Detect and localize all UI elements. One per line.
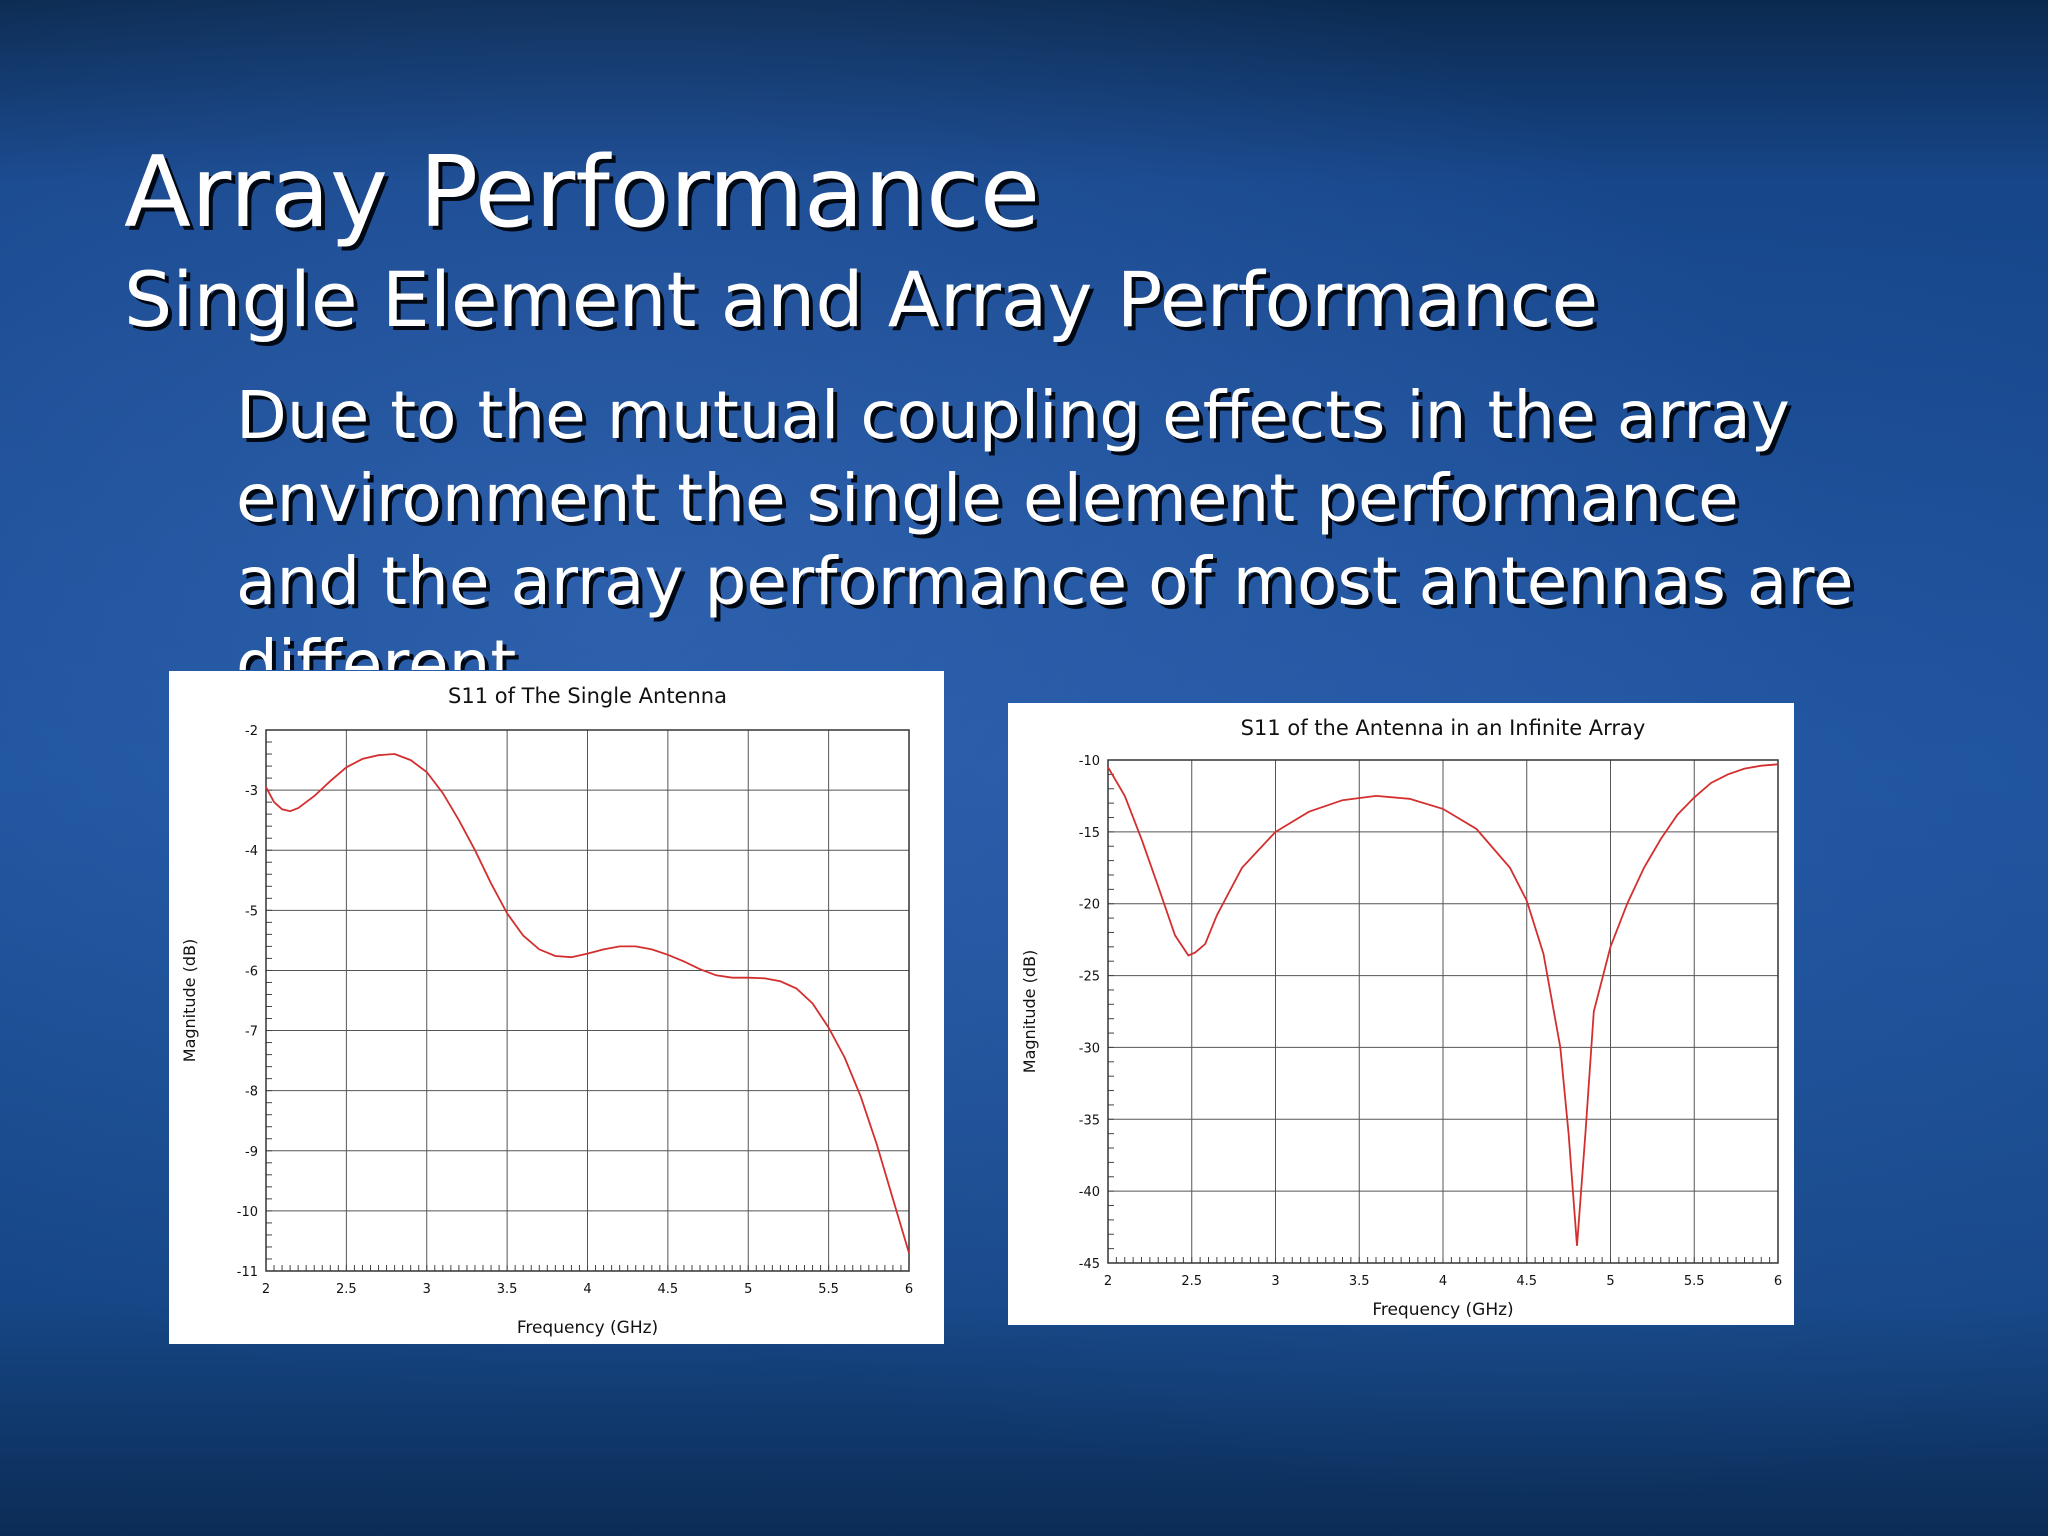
chart-title: S11 of The Single Antenna [448, 684, 727, 708]
y-tick-label: -10 [237, 1205, 258, 1220]
y-tick-label: -5 [245, 904, 258, 919]
y-tick-label: -7 [245, 1025, 258, 1040]
slide-subtitle: Single Element and Array Performance [124, 255, 1599, 344]
y-tick-label: -30 [1079, 1041, 1100, 1056]
x-tick-label: 5.5 [818, 1282, 839, 1297]
x-tick-label: 2 [262, 1282, 270, 1297]
y-tick-label: -8 [245, 1085, 258, 1100]
x-tick-label: 3 [423, 1282, 431, 1297]
x-tick-label: 4.5 [658, 1282, 679, 1297]
x-tick-label: 6 [905, 1282, 913, 1297]
y-tick-label: -10 [1079, 754, 1100, 769]
x-axis-label: Frequency (GHz) [517, 1318, 658, 1338]
y-tick-label: -35 [1079, 1113, 1100, 1128]
y-tick-label: -9 [245, 1145, 258, 1160]
x-tick-label: 4 [1439, 1274, 1447, 1289]
x-axis-label: Frequency (GHz) [1372, 1300, 1513, 1320]
x-tick-label: 4 [583, 1282, 591, 1297]
slide-title: Array Performance [124, 136, 1041, 250]
y-tick-label: -45 [1079, 1257, 1100, 1272]
y-tick-label: -4 [245, 844, 258, 859]
x-tick-label: 4.5 [1516, 1274, 1537, 1289]
x-tick-label: 3 [1271, 1274, 1279, 1289]
plot-frame [265, 729, 910, 1272]
single-antenna-chart-svg: S11 of The Single Antenna 2 2.5 3 3.5 4 4.5 5 5.… [180, 684, 913, 1338]
x-tick-label: 3.5 [497, 1282, 518, 1297]
y-axis-label: Magnitude (dB) [180, 939, 199, 1062]
x-tick-label: 5 [1606, 1274, 1614, 1289]
x-tick-label: 6 [1774, 1274, 1782, 1289]
single-antenna-chart: S11 of The Single Antenna 2 2.5 3 3.5 4 4.5 5 5.… [169, 671, 944, 1344]
y-axis-label: Magnitude (dB) [1020, 950, 1039, 1073]
infinite-array-chart-svg: S11 of the Antenna in an Infinite Array 2… [1020, 716, 1782, 1320]
chart-title: S11 of the Antenna in an Infinite Array [1241, 716, 1646, 740]
x-tick-label: 2.5 [1181, 1274, 1202, 1289]
y-tick-label: -15 [1079, 826, 1100, 841]
y-tick-label: -11 [237, 1265, 258, 1280]
y-tick-label: -20 [1079, 898, 1100, 913]
x-tick-label: 2 [1104, 1274, 1112, 1289]
slide-body-text: Due to the mutual coupling effects in th… [236, 377, 1854, 670]
plot-frame [1107, 759, 1779, 1264]
infinite-array-chart: S11 of the Antenna in an Infinite Array 2… [1008, 703, 1794, 1325]
x-tick-label: 3.5 [1349, 1274, 1370, 1289]
series-line [1107, 763, 1779, 1246]
x-tick-label: 5.5 [1684, 1274, 1705, 1289]
y-tick-label: -3 [245, 784, 258, 799]
y-tick-label: -25 [1079, 970, 1100, 985]
y-tick-label: -2 [245, 724, 258, 739]
x-tick-label: 2.5 [336, 1282, 357, 1297]
y-tick-label: -6 [245, 964, 258, 979]
y-tick-label: -40 [1079, 1185, 1100, 1200]
series-line [265, 753, 910, 1254]
x-tick-label: 5 [744, 1282, 752, 1297]
